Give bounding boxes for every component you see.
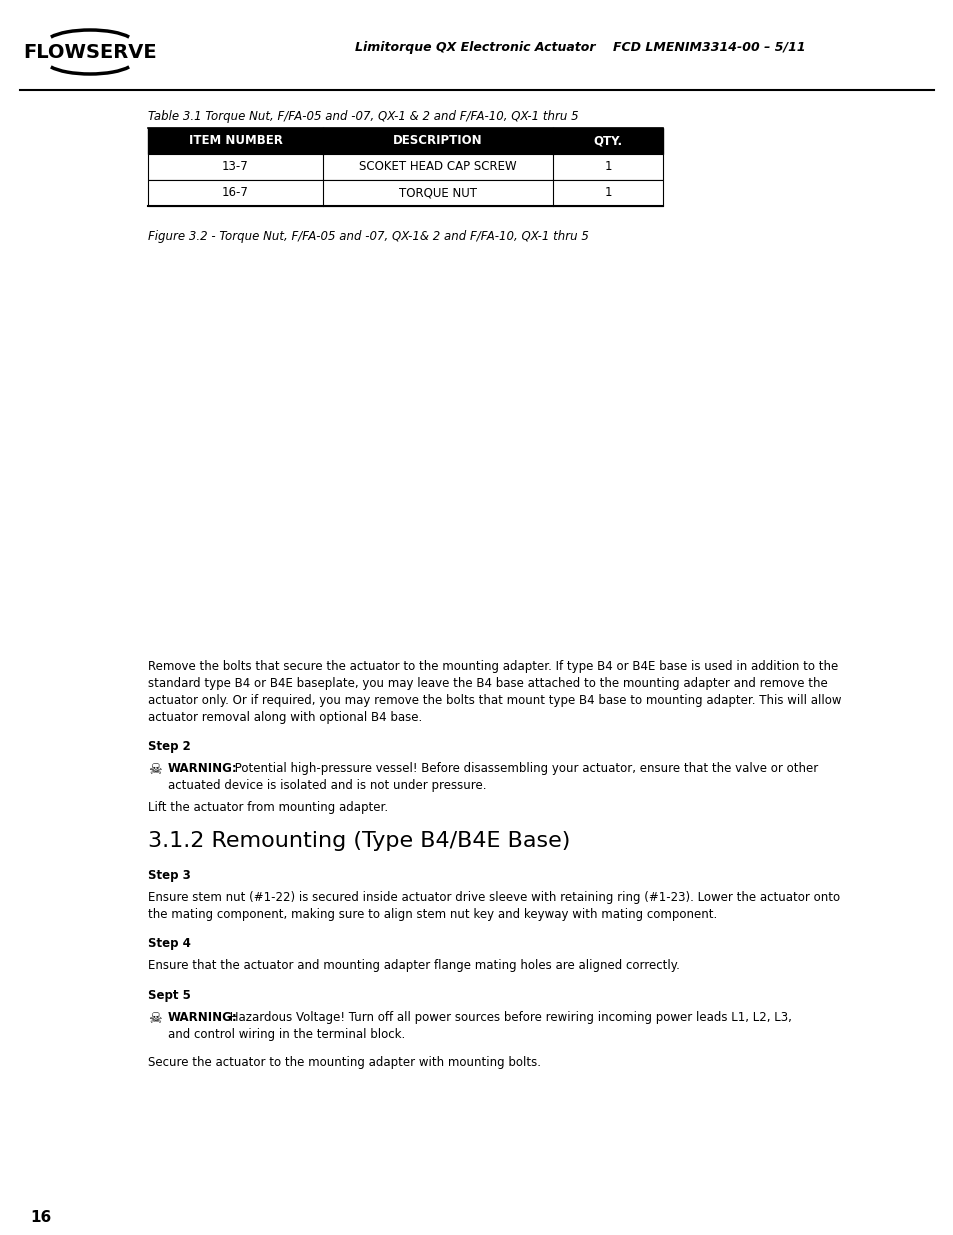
Text: Figure 3.2 - Torque Nut, F/FA-05 and -07, QX-1& 2 and F/FA-10, QX-1 thru 5: Figure 3.2 - Torque Nut, F/FA-05 and -07… [148, 230, 588, 243]
Text: Table 3.1 Torque Nut, F/FA-05 and -07, QX-1 & 2 and F/FA-10, QX-1 thru 5: Table 3.1 Torque Nut, F/FA-05 and -07, Q… [148, 110, 578, 124]
Text: and control wiring in the terminal block.: and control wiring in the terminal block… [168, 1028, 405, 1041]
Text: 16: 16 [30, 1210, 51, 1225]
Text: TORQUE NUT: TORQUE NUT [398, 186, 476, 200]
Text: Remove the bolts that secure the actuator to the mounting adapter. If type B4 or: Remove the bolts that secure the actuato… [148, 659, 838, 673]
Bar [148, 128, 662, 154]
Text: Step 2: Step 2 [148, 740, 191, 753]
Text: 1: 1 [603, 161, 611, 173]
Bar [148, 180, 662, 206]
Text: actuator removal along with optional B4 base.: actuator removal along with optional B4 … [148, 711, 422, 724]
Text: QTY.: QTY. [593, 135, 622, 147]
Text: ☠: ☠ [148, 1011, 161, 1026]
Text: FLOWSERVE: FLOWSERVE [23, 42, 156, 62]
Text: the mating component, making sure to align stem nut key and keyway with mating c: the mating component, making sure to ali… [148, 908, 717, 921]
Text: Ensure that the actuator and mounting adapter flange mating holes are aligned co: Ensure that the actuator and mounting ad… [148, 960, 679, 972]
Bar [148, 154, 662, 180]
Text: 16-7: 16-7 [222, 186, 249, 200]
Text: 3.1.2 Remounting (Type B4/B4E Base): 3.1.2 Remounting (Type B4/B4E Base) [148, 831, 570, 851]
Text: ITEM NUMBER: ITEM NUMBER [189, 135, 282, 147]
Text: Limitorque QX Electronic Actuator    FCD LMENIM3314-00 – 5/11: Limitorque QX Electronic Actuator FCD LM… [355, 42, 804, 54]
Text: actuated device is isolated and is not under pressure.: actuated device is isolated and is not u… [168, 779, 486, 792]
Text: SCOKET HEAD CAP SCREW: SCOKET HEAD CAP SCREW [359, 161, 517, 173]
Text: Sept 5: Sept 5 [148, 989, 191, 1002]
Text: 1: 1 [603, 186, 611, 200]
Text: Hazardous Voltage! Turn off all power sources before rewiring incoming power lea: Hazardous Voltage! Turn off all power so… [226, 1011, 791, 1024]
Text: actuator only. Or if required, you may remove the bolts that mount type B4 base : actuator only. Or if required, you may r… [148, 694, 841, 706]
Text: Ensure stem nut (#1-22) is secured inside actuator drive sleeve with retaining r: Ensure stem nut (#1-22) is secured insid… [148, 890, 840, 904]
Text: Potential high-pressure vessel! Before disassembling your actuator, ensure that : Potential high-pressure vessel! Before d… [231, 762, 818, 776]
Text: standard type B4 or B4E baseplate, you may leave the B4 base attached to the mou: standard type B4 or B4E baseplate, you m… [148, 677, 827, 690]
Text: ☠: ☠ [148, 762, 161, 777]
Text: Lift the actuator from mounting adapter.: Lift the actuator from mounting adapter. [148, 802, 388, 814]
Text: DESCRIPTION: DESCRIPTION [393, 135, 482, 147]
Text: WARNING:: WARNING: [168, 1011, 237, 1024]
Text: Step 3: Step 3 [148, 869, 191, 882]
Text: Secure the actuator to the mounting adapter with mounting bolts.: Secure the actuator to the mounting adap… [148, 1056, 540, 1070]
Text: 13-7: 13-7 [222, 161, 249, 173]
Text: Step 4: Step 4 [148, 937, 191, 950]
Text: WARNING:: WARNING: [168, 762, 237, 776]
